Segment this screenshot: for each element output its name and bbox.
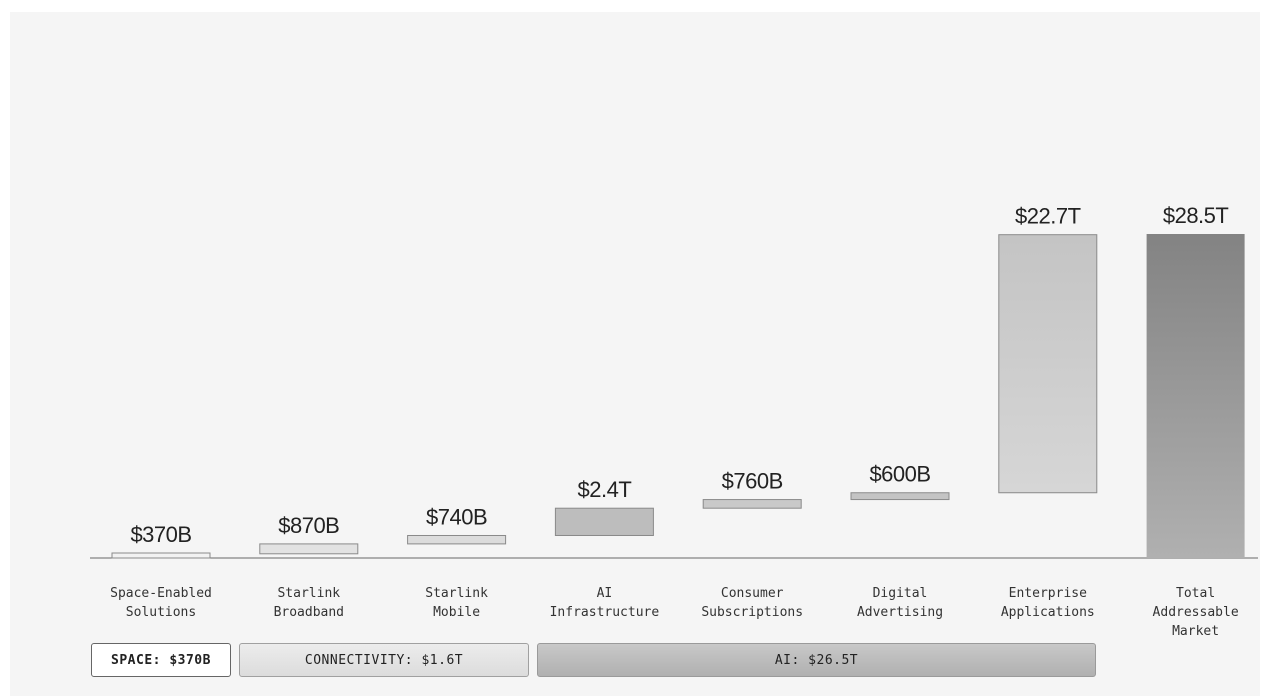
category-label-1: Starlink Broadband (274, 586, 344, 620)
group-ai-label: AI: $26.5T (537, 643, 1096, 677)
value-label-5: $600B (869, 462, 930, 487)
bar-0 (111, 552, 211, 559)
category-label-0: Space-Enabled Solutions (110, 586, 212, 620)
bar-1 (259, 543, 359, 555)
value-label-4: $760B (722, 469, 783, 494)
bar-6 (998, 234, 1098, 494)
category-label-6: Enterprise Applications (1001, 586, 1095, 620)
category-label-3: AI Infrastructure (550, 586, 660, 620)
value-label-1: $870B (278, 513, 339, 538)
bar-5 (850, 492, 950, 501)
value-label-0: $370B (130, 522, 191, 547)
value-label-6: $22.7T (1015, 204, 1081, 229)
value-label-7: $28.5T (1163, 203, 1229, 228)
category-label-5: Digital Advertising (857, 586, 943, 620)
group-connectivity-label: CONNECTIVITY: $1.6T (239, 643, 529, 677)
bar-2 (407, 534, 507, 545)
value-label-3: $2.4T (578, 477, 632, 502)
category-label-7: Total Addressable Market (1153, 586, 1239, 639)
bar-4 (702, 499, 802, 509)
value-label-2: $740B (426, 504, 487, 529)
bar-7 (1146, 234, 1245, 558)
category-label-2: Starlink Mobile (425, 586, 488, 620)
category-label-4: Consumer Subscriptions (701, 586, 803, 620)
bar-3 (554, 507, 654, 536)
group-space-label: SPACE: $370B (91, 643, 231, 677)
